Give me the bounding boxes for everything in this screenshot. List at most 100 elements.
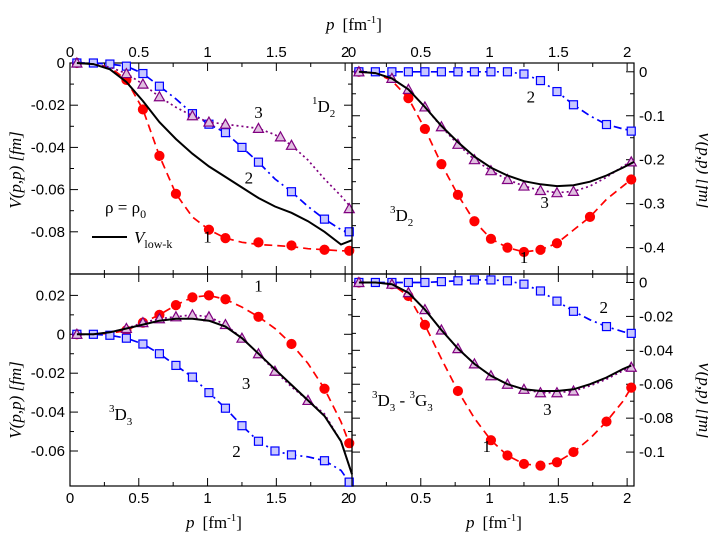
series-label-1: 1 bbox=[520, 248, 529, 267]
y-tick-label: 0 bbox=[639, 274, 647, 291]
marker-square-2 bbox=[154, 349, 165, 359]
y-tick-label: -0.02 bbox=[31, 97, 65, 114]
marker-circle-1 bbox=[187, 292, 198, 303]
marker-circle-1 bbox=[286, 338, 297, 350]
marker-triangle-3 bbox=[186, 109, 199, 121]
marker-circle-1 bbox=[436, 159, 447, 170]
marker-square-2 bbox=[319, 214, 330, 224]
marker-circle-1 bbox=[518, 458, 530, 470]
series-line-V_low-k bbox=[358, 70, 635, 188]
series-line-2 bbox=[76, 62, 353, 235]
series-label-1: 1 bbox=[254, 277, 263, 296]
marker-circle-1 bbox=[220, 233, 231, 244]
y-axis-label-top-left: V(p,p) [fm] bbox=[6, 131, 25, 208]
series-line-2 bbox=[358, 70, 635, 132]
marker-square-2 bbox=[171, 360, 181, 371]
x-tick-label: 1.5 bbox=[548, 44, 569, 61]
marker-square-2 bbox=[237, 421, 247, 431]
marker-square-2 bbox=[403, 277, 413, 288]
panel-frame bbox=[69, 273, 353, 487]
series-label-2: 2 bbox=[232, 442, 241, 461]
marker-square-2 bbox=[568, 306, 579, 316]
marker-square-2 bbox=[453, 67, 463, 77]
x-tick-label: 0 bbox=[66, 44, 74, 61]
marker-triangle-3 bbox=[501, 173, 514, 185]
panels: 0 -0.02 -0.04 -0.06 -0.08 0 0.5 1 1.5 2 1 2 3 1D2 0 -0.… bbox=[31, 44, 673, 507]
marker-square-2 bbox=[535, 286, 546, 296]
marker-circle-1 bbox=[452, 385, 464, 397]
x-tick-label: 1 bbox=[485, 44, 493, 61]
marker-circle-1 bbox=[551, 238, 563, 249]
x-tick-label: 1 bbox=[203, 44, 211, 61]
marker-square-2 bbox=[601, 321, 612, 332]
panel-title: 1D2 bbox=[312, 95, 335, 120]
marker-square-2 bbox=[453, 276, 463, 286]
series-line-V_low-k bbox=[358, 281, 632, 392]
marker-square-2 bbox=[486, 67, 496, 77]
x-tick-label: 1.5 bbox=[548, 490, 569, 507]
bottom-x-axis-label-left: p [fm-1] bbox=[185, 512, 242, 532]
marker-square-2 bbox=[286, 187, 297, 197]
marker-triangle-3 bbox=[219, 117, 232, 129]
marker-square-2 bbox=[502, 67, 513, 77]
marker-square-2 bbox=[469, 67, 480, 77]
marker-square-2 bbox=[121, 333, 132, 343]
marker-square-2 bbox=[601, 119, 612, 130]
marker-triangle-3 bbox=[153, 90, 166, 102]
marker-square-2 bbox=[138, 68, 148, 79]
marker-triangle-3 bbox=[136, 77, 149, 89]
marker-circle-1 bbox=[626, 174, 637, 185]
series-line-3 bbox=[76, 62, 353, 210]
y-axis-label-bottom-right: V(p,p) [fm] bbox=[695, 361, 708, 438]
marker-circle-1 bbox=[419, 319, 431, 330]
marker-triangle-3 bbox=[517, 179, 530, 191]
marker-circle-1 bbox=[485, 435, 497, 446]
marker-square-2 bbox=[519, 69, 529, 79]
marker-triangle-3 bbox=[451, 138, 464, 149]
marker-circle-1 bbox=[203, 290, 215, 301]
marker-circle-1 bbox=[502, 450, 513, 461]
marker-circle-1 bbox=[535, 244, 546, 255]
marker-square-2 bbox=[626, 126, 636, 136]
marker-triangle-3 bbox=[186, 308, 199, 320]
series-label-3: 3 bbox=[242, 374, 251, 393]
marker-circle-1 bbox=[502, 242, 513, 253]
y-tick-label: -0.3 bbox=[639, 196, 665, 213]
marker-square-2 bbox=[535, 75, 546, 86]
y-tick-label: 0.02 bbox=[36, 287, 65, 304]
marker-circle-1 bbox=[403, 93, 414, 104]
marker-triangle-3 bbox=[550, 386, 563, 398]
marker-square-2 bbox=[552, 86, 562, 97]
x-tick-label: 0 bbox=[66, 490, 74, 507]
marker-square-2 bbox=[502, 276, 513, 286]
marker-triangle-3 bbox=[274, 130, 287, 142]
panel-title: 3D3 bbox=[109, 403, 133, 428]
marker-triangle-3 bbox=[252, 122, 265, 134]
y-tick-label: -0.2 bbox=[639, 152, 665, 169]
marker-circle-1 bbox=[518, 246, 530, 258]
x-tick-label: 0.5 bbox=[410, 490, 431, 507]
marker-circle-1 bbox=[319, 383, 330, 394]
y-tick-label: -0.06 bbox=[639, 376, 673, 393]
marker-circle-1 bbox=[253, 237, 264, 248]
y-tick-label: -0.08 bbox=[639, 410, 673, 427]
marker-circle-1 bbox=[170, 300, 182, 311]
x-tick-label: 1 bbox=[203, 490, 211, 507]
marker-square-2 bbox=[220, 128, 231, 138]
marker-circle-1 bbox=[154, 150, 165, 161]
marker-square-2 bbox=[519, 279, 529, 289]
marker-circle-1 bbox=[568, 446, 579, 458]
marker-triangle-3 bbox=[550, 186, 563, 198]
series-label-2: 2 bbox=[527, 88, 536, 107]
series-line-1 bbox=[358, 281, 632, 467]
marker-circle-1 bbox=[485, 233, 497, 244]
series-label-2: 2 bbox=[245, 168, 254, 187]
marker-square-2 bbox=[469, 275, 480, 285]
series-line-2 bbox=[76, 333, 350, 483]
marker-square-2 bbox=[105, 59, 115, 69]
panel-top-left: 0 -0.02 -0.04 -0.06 -0.08 0 0.5 1 1.5 2 1 2 3 1D2 bbox=[31, 44, 356, 275]
x-tick-label: 2 bbox=[341, 44, 349, 61]
y-tick-label: -0.02 bbox=[31, 365, 65, 382]
y-tick-label: 0 bbox=[639, 64, 647, 81]
marker-square-2 bbox=[568, 100, 579, 110]
